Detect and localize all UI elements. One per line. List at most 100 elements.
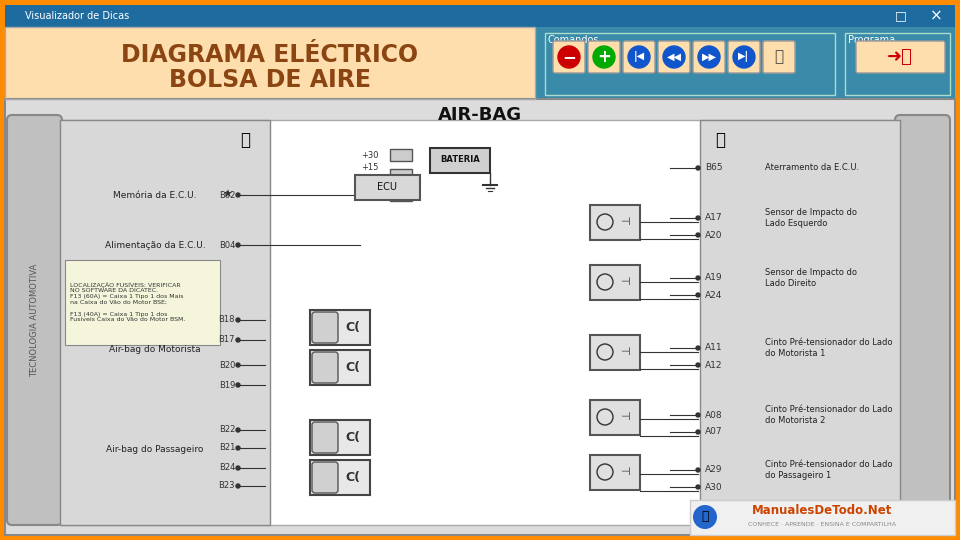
Circle shape (696, 293, 700, 297)
FancyBboxPatch shape (588, 41, 620, 73)
FancyBboxPatch shape (693, 41, 725, 73)
Bar (60, 120, 900, 525)
Text: LOCALIZAÇÃO FUSÍVEIS: VERIFICAR
NO SOFTWARE DA DICATEC.
F13 (60A) = Caixa 1 Tipo: LOCALIZAÇÃO FUSÍVEIS: VERIFICAR NO SOFTW… (70, 281, 185, 322)
Bar (310, 460, 370, 495)
FancyBboxPatch shape (623, 41, 655, 73)
Text: DIAGRAMA ELÉCTRICO: DIAGRAMA ELÉCTRICO (121, 43, 419, 67)
Text: Air-bag do Passageiro: Air-bag do Passageiro (107, 446, 204, 455)
Circle shape (236, 383, 240, 387)
Text: ▶▶: ▶▶ (702, 52, 716, 62)
Text: ⊣: ⊣ (620, 277, 630, 287)
Text: B65: B65 (705, 164, 723, 172)
FancyBboxPatch shape (312, 422, 338, 453)
Text: B17: B17 (219, 335, 235, 345)
Circle shape (696, 413, 700, 417)
Bar (845, 33, 950, 95)
FancyBboxPatch shape (553, 41, 585, 73)
Bar (5, 27, 535, 99)
Text: Cinto Pré-tensionador do Lado
do Motorista 1: Cinto Pré-tensionador do Lado do Motoris… (765, 338, 893, 357)
Circle shape (236, 363, 240, 367)
Text: Cinto Pré-tensionador do Lado
do Motorista 2: Cinto Pré-tensionador do Lado do Motoris… (765, 406, 893, 424)
Text: A08: A08 (705, 410, 723, 420)
Text: Cinto Pré-tensionador do Lado
do Passageiro 1: Cinto Pré-tensionador do Lado do Passage… (765, 460, 893, 480)
Bar (590, 265, 640, 300)
Text: Sensor de Impacto do
Lado Esquerdo: Sensor de Impacto do Lado Esquerdo (765, 208, 857, 228)
Text: −: − (562, 48, 576, 66)
FancyBboxPatch shape (856, 41, 945, 73)
Circle shape (628, 46, 650, 68)
Circle shape (693, 505, 717, 529)
FancyBboxPatch shape (728, 41, 760, 73)
Bar (535, 27, 955, 99)
Text: BOLSA DE AIRE: BOLSA DE AIRE (169, 68, 371, 92)
Text: B21: B21 (219, 443, 235, 453)
Bar (310, 310, 370, 345)
Circle shape (593, 46, 615, 68)
Text: A12: A12 (705, 361, 723, 369)
Text: Visualizador de Dicas: Visualizador de Dicas (25, 11, 130, 21)
Text: B04: B04 (219, 240, 235, 249)
Text: 🔧: 🔧 (240, 131, 250, 149)
Bar (430, 148, 490, 173)
Circle shape (236, 446, 240, 450)
Circle shape (236, 193, 240, 197)
Text: B24: B24 (219, 463, 235, 472)
Circle shape (696, 468, 700, 472)
Text: +: + (597, 48, 611, 66)
Bar (60, 120, 270, 525)
Text: B22: B22 (219, 426, 235, 435)
Text: ⊣: ⊣ (620, 412, 630, 422)
FancyBboxPatch shape (7, 115, 62, 525)
Text: A19: A19 (705, 273, 723, 282)
Bar (590, 205, 640, 240)
Text: B02: B02 (219, 191, 235, 199)
Circle shape (236, 484, 240, 488)
Text: ▶|: ▶| (738, 51, 750, 63)
Circle shape (696, 430, 700, 434)
Circle shape (696, 485, 700, 489)
Text: B19: B19 (219, 381, 235, 389)
Text: A30: A30 (705, 483, 723, 491)
FancyBboxPatch shape (312, 352, 338, 383)
Bar (5, 5, 955, 27)
Text: 🌐: 🌐 (701, 510, 708, 523)
Text: 🔧: 🔧 (715, 131, 725, 149)
Text: ★: ★ (222, 190, 232, 200)
Text: ManualesDeTodo.Net: ManualesDeTodo.Net (752, 503, 892, 516)
Text: |◀: |◀ (634, 51, 644, 63)
Circle shape (696, 166, 700, 170)
Text: Aterramento da E.C.U.: Aterramento da E.C.U. (765, 164, 859, 172)
Text: AIR-BAG: AIR-BAG (438, 106, 522, 124)
Bar (390, 189, 412, 201)
Circle shape (696, 346, 700, 350)
Text: Programa: Programa (848, 35, 895, 45)
Circle shape (236, 318, 240, 322)
Bar (390, 169, 412, 181)
Text: □: □ (895, 10, 907, 23)
Bar (390, 149, 412, 161)
Bar (590, 400, 640, 435)
Text: Air-bag do Motorista: Air-bag do Motorista (109, 346, 201, 354)
Circle shape (696, 276, 700, 280)
Text: B23: B23 (219, 482, 235, 490)
Text: A20: A20 (705, 231, 723, 240)
Text: Memória da E.C.U.: Memória da E.C.U. (113, 191, 197, 199)
Bar (355, 175, 420, 200)
Text: TECNOLOGIA AUTOMOTIVA: TECNOLOGIA AUTOMOTIVA (31, 264, 39, 377)
Text: Comandos: Comandos (548, 35, 599, 45)
Bar (545, 33, 835, 95)
FancyBboxPatch shape (312, 312, 338, 343)
Text: CONHECE · APRENDE · ENSINA E COMPARTILHA: CONHECE · APRENDE · ENSINA E COMPARTILHA (748, 523, 896, 528)
Bar (5, 27, 535, 99)
Text: A29: A29 (705, 465, 723, 475)
Circle shape (696, 363, 700, 367)
FancyBboxPatch shape (763, 41, 795, 73)
Circle shape (696, 216, 700, 220)
Text: ◀◀: ◀◀ (666, 52, 682, 62)
Bar (310, 420, 370, 455)
Text: A24: A24 (705, 291, 722, 300)
FancyBboxPatch shape (895, 115, 950, 525)
Text: +30: +30 (361, 151, 379, 159)
Text: C(: C( (346, 361, 361, 374)
Circle shape (733, 46, 755, 68)
